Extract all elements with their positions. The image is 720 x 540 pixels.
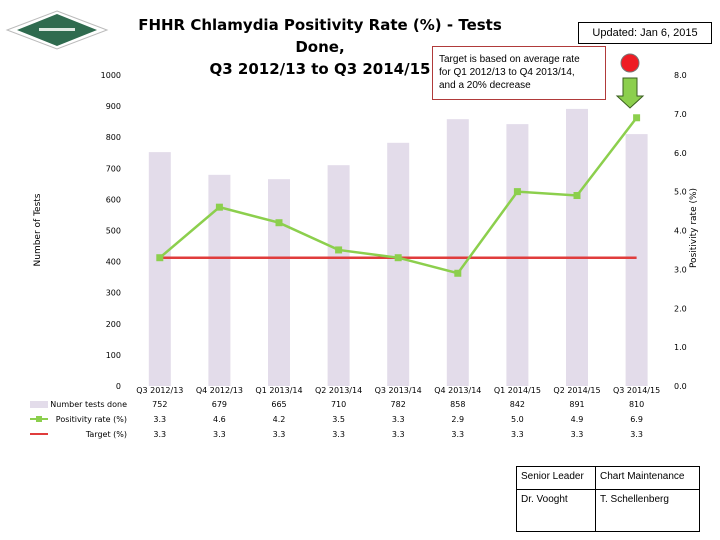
y-tick-label: 1000	[101, 71, 121, 80]
table-cell: 3.3	[630, 430, 643, 439]
table-cell: 3.5	[332, 415, 345, 424]
category-label: Q2 2013/14	[315, 386, 362, 395]
target-note-line-1: Target is based on average rate	[439, 54, 580, 65]
table-cell: 3.3	[332, 430, 345, 439]
table-cell: 782	[391, 400, 406, 409]
y2-tick-label: 6.0	[674, 149, 687, 158]
table-cell: 842	[510, 400, 525, 409]
rate-point-7	[573, 192, 581, 200]
bar-q2-2013-14	[327, 165, 350, 386]
table-cell: 891	[569, 400, 584, 409]
rate-point-4	[394, 254, 402, 262]
y2-tick-label: 8.0	[674, 71, 687, 80]
y-axis-label: Number of Tests	[33, 193, 43, 266]
table-cell: 4.6	[213, 415, 226, 424]
bar-q4-2013-14	[446, 119, 469, 387]
table-cell: 679	[212, 400, 227, 409]
rate-point-3	[335, 246, 343, 254]
y2-tick-label: 3.0	[674, 265, 687, 274]
legend-key-tests	[30, 401, 48, 408]
table-cell: 6.9	[630, 415, 643, 424]
table-cell: 665	[271, 400, 286, 409]
senior-leader-name: Dr. Vooght	[516, 489, 596, 532]
bar-q1-2013-14	[268, 179, 290, 386]
rate-point-2	[275, 219, 283, 227]
table-cell: 4.2	[273, 415, 286, 424]
table-cell: 810	[629, 400, 644, 409]
target-note-line-3: and a 20% decrease	[439, 80, 531, 91]
table-cell: 710	[331, 400, 346, 409]
y-tick-label: 0	[116, 382, 121, 391]
category-label: Q3 2014/15	[613, 386, 660, 395]
rate-point-0	[156, 254, 164, 262]
table-cell: 3.3	[511, 430, 524, 439]
bar-q3-2013-14	[387, 142, 410, 386]
chart-maintenance-label: Chart Maintenance	[595, 466, 700, 490]
y-tick-label: 900	[106, 102, 121, 111]
table-cell: 2.9	[451, 415, 464, 424]
y-tick-label: 200	[106, 320, 121, 329]
table-row-label: Number tests done	[50, 400, 127, 409]
category-label: Q1 2013/14	[255, 386, 302, 395]
category-label: Q3 2012/13	[136, 386, 183, 395]
rate-point-8	[633, 114, 641, 122]
y-tick-label: 800	[106, 133, 121, 142]
category-label: Q4 2012/13	[196, 386, 243, 395]
chart-title-line-1: FHHR Chlamydia Positivity Rate (%) - Tes…	[138, 16, 502, 56]
organization-logo	[5, 10, 109, 50]
maintenance-table: Senior Leader Chart Maintenance Dr. Voog…	[516, 466, 700, 532]
target-note-box: Target is based on average rate for Q1 2…	[432, 46, 606, 100]
table-row-label: Target (%)	[85, 430, 127, 439]
red-circle-indicator	[620, 53, 640, 73]
y2-tick-label: 0.0	[674, 382, 687, 391]
table-cell: 3.3	[213, 430, 226, 439]
table-cell: 3.3	[571, 430, 584, 439]
y-tick-label: 300	[106, 289, 121, 298]
y2-tick-label: 2.0	[674, 304, 687, 313]
y-tick-label: 500	[106, 227, 121, 236]
y-tick-label: 400	[106, 258, 121, 267]
table-cell: 5.0	[511, 415, 524, 424]
category-label: Q4 2013/14	[434, 386, 481, 395]
green-down-arrow-indicator	[615, 77, 645, 109]
y2-axis-label: Positivity rate (%)	[689, 188, 699, 268]
chart-title: FHHR Chlamydia Positivity Rate (%) - Tes…	[120, 14, 520, 80]
bar-q3-2014-15	[625, 134, 648, 386]
updated-date-box: Updated: Jan 6, 2015	[578, 22, 712, 44]
bar-q1-2014-15	[506, 124, 529, 386]
table-cell: 3.3	[392, 415, 405, 424]
table-cell: 3.3	[153, 430, 166, 439]
table-cell: 3.3	[451, 430, 464, 439]
category-label: Q3 2013/14	[375, 386, 422, 395]
rate-point-1	[215, 203, 223, 211]
table-cell: 3.3	[392, 430, 405, 439]
y-tick-label: 600	[106, 195, 121, 204]
rate-point-6	[513, 188, 521, 196]
category-label: Q2 2014/15	[553, 386, 600, 395]
table-cell: 752	[152, 400, 167, 409]
table-cell: 3.3	[153, 415, 166, 424]
y-tick-label: 700	[106, 164, 121, 173]
table-cell: 3.3	[273, 430, 286, 439]
y2-tick-label: 5.0	[674, 188, 687, 197]
table-cell: 4.9	[571, 415, 584, 424]
chart-maintenance-name: T. Schellenberg	[595, 489, 700, 532]
legend-key-rate-marker	[36, 416, 42, 422]
chart-title-line-2: Q3 2012/13 to Q3 2014/15	[209, 60, 431, 78]
table-cell: 858	[450, 400, 465, 409]
bar-q4-2012-13	[208, 174, 231, 386]
y2-tick-label: 1.0	[674, 343, 687, 352]
y2-tick-label: 4.0	[674, 227, 687, 236]
bar-q2-2014-15	[566, 108, 588, 387]
category-label: Q1 2014/15	[494, 386, 541, 395]
rate-point-5	[454, 269, 462, 277]
bar-q3-2012-13	[148, 152, 171, 386]
y2-tick-label: 7.0	[674, 110, 687, 119]
senior-leader-label: Senior Leader	[516, 466, 596, 490]
y-tick-label: 100	[106, 351, 121, 360]
target-note-line-2: for Q1 2012/13 to Q4 2013/14,	[439, 67, 575, 78]
table-row-label: Positivity rate (%)	[56, 415, 127, 424]
